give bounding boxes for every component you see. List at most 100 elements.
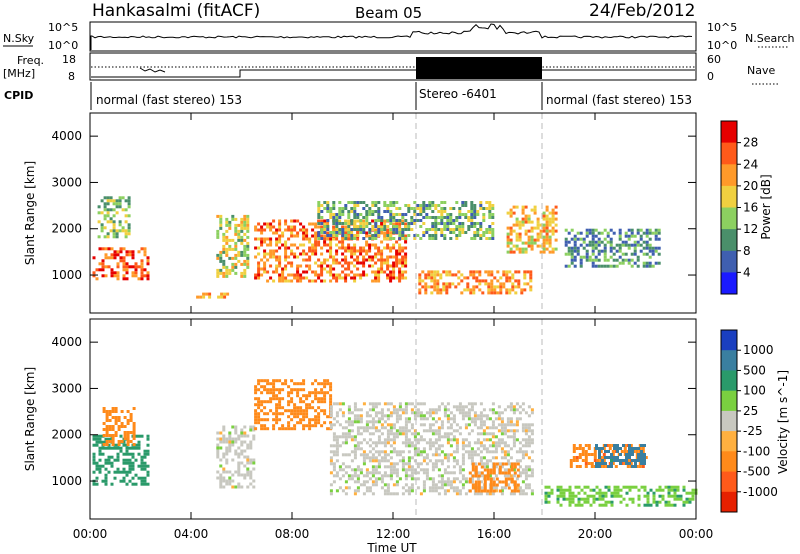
power-cell [329,231,333,234]
power-cell [338,216,342,219]
velocity-cell [374,480,378,484]
power-cell [424,291,428,295]
power-cell [338,273,342,277]
velocity-cell [395,453,399,457]
power-cell [527,220,531,224]
velocity-cell [434,453,438,457]
power-cell [353,246,357,250]
velocity-cell [389,402,393,406]
velocity-cell [225,449,229,453]
power-cell [636,255,640,259]
velocity-cell [296,421,300,425]
velocity-cell [473,414,477,418]
power-cell [225,247,229,251]
velocity-cell [625,456,628,459]
velocity-cell [380,450,384,454]
power-cell [284,246,288,250]
velocity-cell [137,476,141,480]
velocity-cell [521,426,525,430]
velocity-cell [92,455,96,459]
power-cell [479,237,483,240]
velocity-cell [410,441,414,445]
power-cell [395,276,399,280]
velocity-cell [544,500,548,504]
power-cell [317,276,321,280]
velocity-cell [222,434,226,438]
velocity-cell [293,382,297,386]
velocity-cell [482,465,486,469]
power-cell [570,228,574,232]
power-cell [627,237,631,241]
velocity-cell [266,418,270,422]
velocity-cell [386,474,390,478]
power-cell [127,223,131,227]
velocity-cell [105,410,109,413]
power-cell [487,285,491,289]
velocity-cell [111,410,115,413]
velocity-cell [407,465,411,469]
power-cell [654,231,658,235]
power-cell [269,240,273,244]
power-cell [490,273,494,277]
power-cell [329,216,333,219]
velocity-cell [116,470,120,474]
cpid-segment-1: normal (fast stereo) 153 [96,93,242,107]
velocity-cell [374,405,378,409]
power-cell [404,237,408,240]
velocity-cell [410,471,414,475]
power-cell [260,273,264,277]
velocity-cell [323,400,327,404]
power-cell [266,222,270,226]
velocity-cell [365,474,369,478]
power-cell [395,222,399,226]
velocity-cell [587,444,591,447]
velocity-cell [365,486,369,490]
power-cell [458,210,462,213]
velocity-cell [350,468,354,472]
velocity-cell [314,424,318,428]
power-cell [395,258,399,262]
velocity-cell [596,459,600,462]
power-colorbar-tick-label: 28 [743,136,758,150]
velocity-cell [691,494,695,498]
velocity-cell [574,494,578,498]
power-cell [509,214,513,218]
velocity-cell [137,446,141,450]
power-cell [389,264,393,268]
velocity-cell [455,441,459,445]
power-cell [344,255,348,259]
power-cell [548,220,552,224]
velocity-cell [422,423,426,427]
power-cell [362,270,366,274]
power-cell [374,228,378,232]
velocity-cell [341,435,345,439]
power-cell [290,219,294,223]
power-cell [603,228,607,232]
power-cell [356,201,360,204]
velocity-cell [401,492,405,496]
velocity-cell [329,444,333,448]
velocity-cell [395,420,399,424]
velocity-cell [398,450,402,454]
velocity-cell [547,485,551,489]
power-cell [485,228,489,231]
power-cell [140,262,144,266]
power-cell [469,270,473,274]
velocity-cell [146,464,150,468]
velocity-cell [497,423,501,427]
power-cell [254,228,258,232]
velocity-cell [222,476,226,480]
power-cell [240,253,244,257]
velocity-cell [126,419,130,422]
power-cell [530,235,534,239]
power-cell [651,252,655,256]
power-cell [243,262,247,266]
power-cell [481,291,485,295]
velocity-cell [679,494,683,498]
power-cell [545,232,549,236]
velocity-cell [110,455,114,459]
power-cell [545,217,549,221]
power-cell [344,261,348,265]
velocity-cell [225,458,229,462]
power-cell [103,196,107,200]
